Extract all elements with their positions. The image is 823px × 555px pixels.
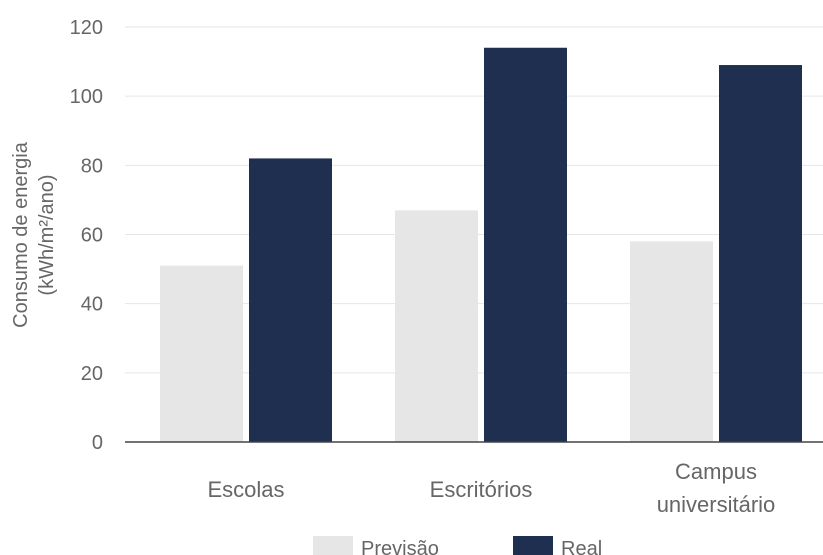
bar-real-0 xyxy=(249,158,332,442)
y-tick-label: 120 xyxy=(70,17,103,39)
y-tick-labels: 0 20 40 60 80 100 120 xyxy=(70,17,103,454)
bar-previsão-1 xyxy=(395,210,478,442)
y-axis-label-line: Consumo de energia xyxy=(10,141,32,328)
bar-previsão-0 xyxy=(160,265,243,442)
category-label: universitário xyxy=(657,492,776,517)
bar-previsão-2 xyxy=(630,241,713,442)
y-tick-label: 20 xyxy=(81,363,103,385)
legend-swatch-real xyxy=(513,536,553,555)
bar-real-2 xyxy=(719,65,802,443)
bar-real-1 xyxy=(484,47,567,442)
legend-label: Real xyxy=(561,538,602,555)
category-label: Escolas xyxy=(207,477,284,502)
y-tick-label: 60 xyxy=(81,225,103,247)
y-axis-label: Consumo de energia (kWh/m²/ano) xyxy=(10,141,58,328)
y-tick-label: 80 xyxy=(81,155,103,177)
y-tick-label: 40 xyxy=(81,294,103,316)
y-tick-label: 100 xyxy=(70,86,103,108)
legend-label: Previsão xyxy=(361,538,439,555)
legend: Previsão Real xyxy=(313,536,602,555)
category-label: Escritórios xyxy=(430,477,533,502)
y-axis-label-line: (kWh/m²/ano) xyxy=(36,174,58,295)
y-tick-label: 0 xyxy=(92,432,103,454)
bars xyxy=(160,47,802,443)
category-labels: Escolas Escritórios Campus universitário xyxy=(207,459,775,517)
category-label: Campus xyxy=(675,459,757,484)
legend-swatch-previsão xyxy=(313,536,353,555)
